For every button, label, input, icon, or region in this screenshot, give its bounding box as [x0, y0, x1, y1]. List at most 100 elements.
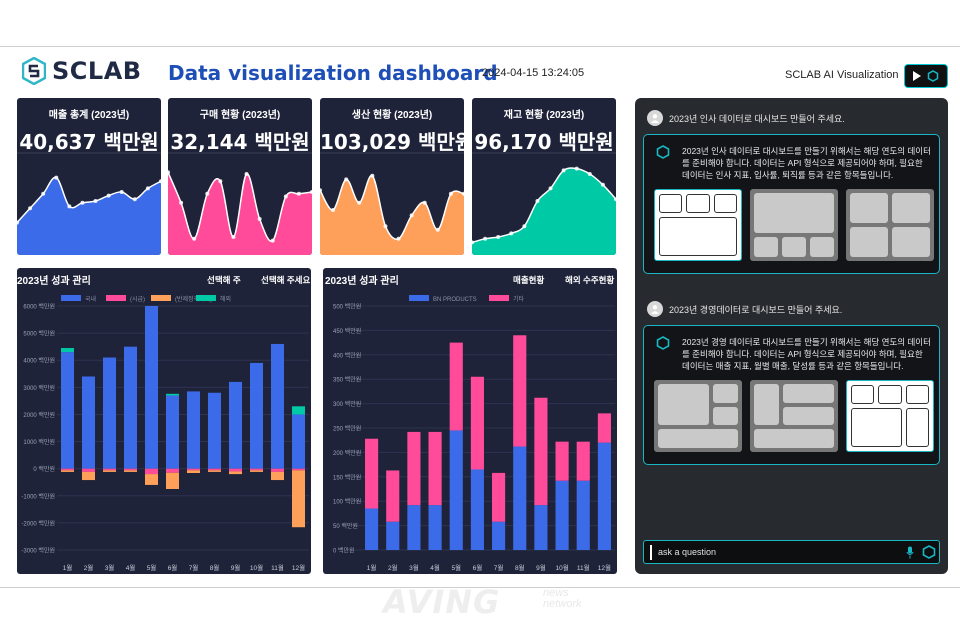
production-area-chart — [320, 152, 464, 255]
datetime-display: 2024-04-15 13:24:05 — [482, 67, 585, 79]
kpi-point — [231, 235, 236, 239]
bar-segment — [60, 470, 75, 472]
kpi-point — [296, 191, 301, 196]
bar-segment — [428, 505, 442, 550]
select-dropdown-2[interactable]: 선택해 주세요 — [261, 275, 311, 285]
x-tick-label: 9월 — [536, 563, 546, 572]
watermark-logo: AVING — [383, 583, 501, 621]
bar-segment — [165, 468, 180, 473]
user-icon — [651, 305, 659, 314]
layout-option-2[interactable] — [750, 380, 838, 452]
bar-segment — [449, 342, 463, 431]
bar-segment — [513, 335, 527, 447]
kpi-point — [244, 172, 249, 176]
kpi-card-inventory[interactable]: 재고 현황 (2023년) 96,170 백만원 — [472, 98, 616, 255]
x-tick-label: 1월 — [63, 563, 73, 572]
kpi-point — [67, 204, 72, 209]
kpi-point — [600, 182, 605, 187]
kpi-area — [17, 177, 161, 255]
bar-segment — [576, 441, 590, 481]
input-cursor — [650, 545, 652, 560]
bar-segment — [102, 470, 117, 472]
kpi-title: 재고 현황 (2023년) — [503, 110, 585, 121]
question-input[interactable]: ask a question — [643, 540, 940, 564]
y-tick-label: 3000 백만원 — [23, 384, 55, 392]
ai-visualization-toggle-button[interactable] — [904, 64, 948, 88]
select-dropdown-1[interactable]: 선택해 주 — [207, 275, 241, 285]
kpi-point — [522, 224, 527, 229]
x-tick-label: 11월 — [271, 563, 284, 572]
y-tick-label: 6000 백만원 — [23, 303, 55, 311]
kpi-point — [93, 199, 98, 203]
kpi-point — [448, 191, 453, 196]
y-tick-label: 5000 백만원 — [23, 330, 55, 338]
y-tick-label: 250 백만원 — [333, 425, 361, 433]
bar-segment — [291, 414, 306, 469]
performance-bar-chart-1: 6000 백만원 5000 백만원 4000 백만원 3000 백만원 2000 백만원… — [21, 295, 309, 572]
bar-segment — [249, 362, 264, 469]
avatar — [647, 301, 663, 317]
bar-segment — [386, 470, 400, 522]
kpi-card-sales[interactable]: 매출 총계 (2023년) 40,637 백만원 — [17, 98, 161, 255]
inventory-area-chart — [472, 152, 616, 255]
y-tick-label: -2000 백만원 — [21, 519, 55, 527]
layout-option-3[interactable] — [846, 380, 934, 452]
x-tick-label: 12월 — [292, 563, 305, 572]
bar-segment — [291, 468, 306, 471]
bar-segment — [207, 468, 222, 471]
kpi-point — [614, 197, 616, 202]
layout-option-3[interactable] — [846, 189, 934, 261]
bar-segment — [60, 352, 75, 469]
kpi-point — [331, 208, 336, 212]
layout-option-1[interactable] — [654, 189, 742, 261]
legend-label: (시급) — [130, 296, 145, 303]
x-tick-label: 1월 — [367, 563, 377, 572]
bar-segment — [123, 470, 138, 472]
kpi-point — [80, 200, 85, 205]
ai-response-2: 2023년 경영 데이터로 대시보드를 만들기 위해서는 해당 연도의 데이터를… — [643, 325, 940, 465]
bar-segment — [102, 468, 117, 471]
kpi-point — [344, 177, 349, 182]
microphone-icon[interactable] — [906, 546, 914, 559]
kpi-point — [17, 220, 19, 225]
bar-segment — [228, 381, 243, 469]
legend-label: 국내 — [85, 295, 96, 303]
bar-segment — [165, 395, 180, 469]
bar-segment — [270, 468, 285, 472]
bar-segment — [407, 431, 421, 506]
brand-logo[interactable]: SCLAB — [22, 57, 142, 85]
kpi-point — [257, 217, 262, 221]
bar-segment — [60, 468, 75, 471]
kpi-point — [119, 190, 124, 194]
bar-segment — [123, 468, 138, 471]
legend-label: 기타 — [513, 295, 525, 303]
kpi-point — [435, 227, 440, 232]
kpi-card-purchase[interactable]: 구매 현황 (2023년) 32,144 백만원 — [168, 98, 312, 255]
kpi-point — [509, 231, 514, 236]
kpi-title: 구매 현황 (2023년) — [199, 110, 281, 121]
bar-segment — [123, 346, 138, 469]
bar-segment — [186, 470, 201, 474]
x-tick-label: 8월 — [210, 563, 220, 572]
layout-option-2[interactable] — [750, 189, 838, 261]
ai-hexagon-icon — [656, 336, 670, 350]
tab-sales-status[interactable]: 매출현황 — [513, 275, 545, 285]
kpi-card-production[interactable]: 생산 현황 (2023년) 103,029 백만원 — [320, 98, 464, 255]
x-tick-label: 12월 — [598, 563, 611, 572]
bar-segment — [428, 431, 442, 506]
response-text: 2023년 경영 데이터로 대시보드를 만들기 위해서는 해당 연도의 데이터를… — [682, 337, 931, 371]
tab-overseas-orders[interactable]: 해외 수주현황 — [565, 275, 615, 285]
send-hexagon-icon[interactable] — [922, 545, 936, 559]
kpi-point — [159, 179, 161, 184]
user-icon — [651, 114, 659, 123]
kpi-point — [192, 236, 197, 241]
hexagon-icon — [927, 70, 939, 82]
response-text: 2023년 인사 데이터로 대시보드를 만들기 위해서는 해당 연도의 데이터를… — [682, 146, 931, 180]
kpi-title: 생산 현황 (2023년) — [351, 110, 433, 121]
kpi-point — [383, 224, 388, 229]
layout-option-1[interactable] — [654, 380, 742, 452]
sales-area-chart — [17, 152, 161, 255]
bar-segment — [386, 521, 400, 550]
bar-segment — [365, 508, 379, 550]
bar-segment — [165, 472, 180, 489]
